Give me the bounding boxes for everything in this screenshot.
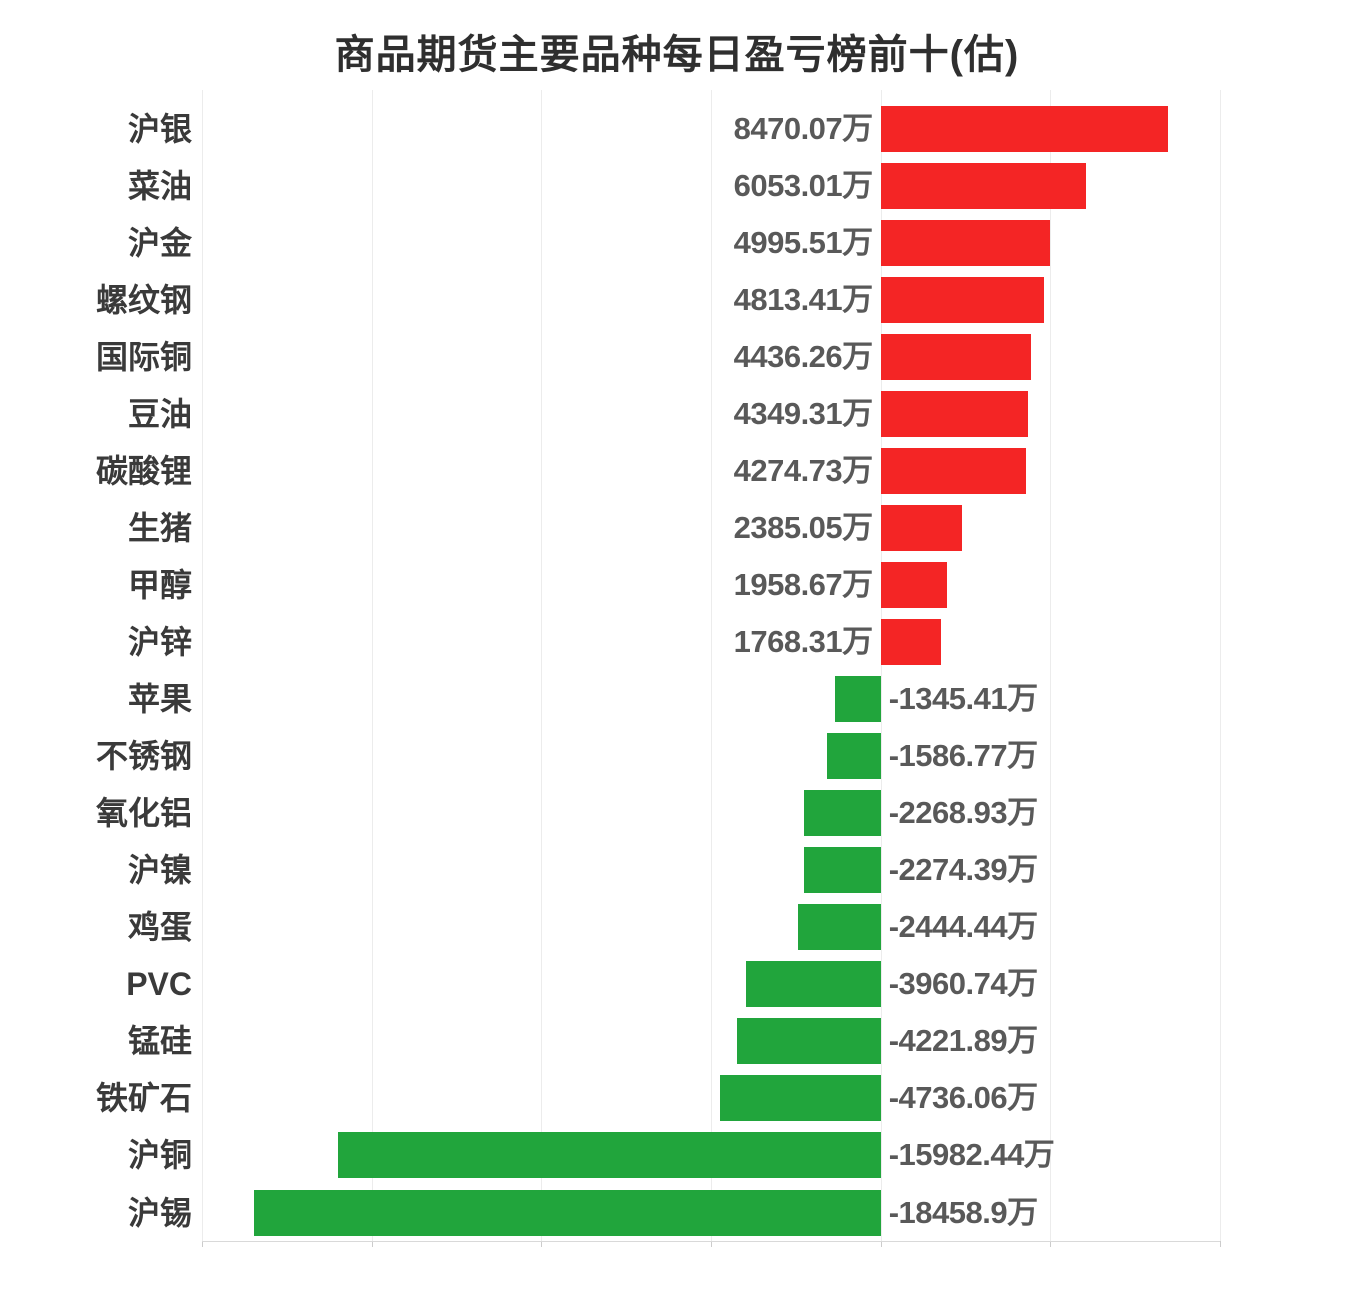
gridline — [371, 90, 373, 1241]
value-label: 4436.26万 — [733, 338, 874, 374]
category-label: PVC — [126, 966, 192, 1003]
gridline — [711, 90, 712, 1241]
bar[interactable] — [880, 276, 1044, 323]
category-label: 生猪 — [127, 509, 192, 546]
x-axis-line — [202, 1241, 1220, 1242]
bar[interactable] — [826, 733, 881, 780]
category-label: 沪锡 — [127, 1194, 192, 1231]
bar[interactable] — [880, 390, 1029, 437]
category-label: 铁矿石 — [95, 1080, 192, 1117]
category-label: 沪铜 — [127, 1137, 192, 1174]
bar[interactable] — [803, 847, 881, 894]
value-label: -1345.41万 — [888, 681, 1038, 716]
axis-tick — [1220, 1241, 1221, 1247]
axis-tick — [1050, 1241, 1052, 1247]
value-label: -2444.44万 — [888, 909, 1038, 945]
value-label: -4221.89万 — [888, 1023, 1038, 1059]
value-label: -4736.06万 — [888, 1080, 1038, 1116]
category-label: 豆油 — [127, 395, 192, 432]
bar[interactable] — [880, 219, 1051, 266]
bar[interactable] — [880, 619, 941, 665]
bar[interactable] — [720, 1075, 881, 1122]
axis-tick — [371, 1241, 373, 1247]
value-label: 4995.51万 — [733, 224, 874, 260]
value-label: -1586.77万 — [888, 738, 1038, 774]
value-label: 8470.07万 — [733, 110, 874, 146]
value-label: 1958.67万 — [733, 566, 874, 602]
bar[interactable] — [880, 105, 1169, 152]
chart-title: 商品期货主要品种每日盈亏榜前十(估) — [334, 33, 1020, 77]
bar[interactable] — [880, 504, 962, 551]
value-label: -2268.93万 — [888, 795, 1038, 831]
axis-tick — [202, 1241, 203, 1247]
axis-tick — [711, 1241, 712, 1247]
gridline — [541, 90, 543, 1241]
category-label: 沪锌 — [127, 624, 192, 660]
bar[interactable] — [746, 961, 881, 1008]
value-label: 4274.73万 — [733, 452, 874, 488]
gridline — [880, 90, 882, 1241]
axis-tick — [880, 1241, 882, 1247]
bar[interactable] — [737, 1018, 881, 1065]
value-label: 1768.31万 — [733, 624, 874, 659]
value-label: -15982.44万 — [888, 1137, 1055, 1173]
category-label: 螺纹钢 — [95, 281, 192, 318]
category-label: 甲醇 — [127, 566, 192, 603]
gridline — [1050, 90, 1052, 1241]
bar[interactable] — [880, 561, 948, 608]
bar[interactable] — [797, 904, 881, 951]
category-label: 不锈钢 — [95, 738, 192, 775]
value-label: 2385.05万 — [733, 509, 874, 545]
value-label: -3960.74万 — [888, 966, 1038, 1002]
value-label: -2274.39万 — [888, 852, 1038, 888]
category-label: 沪银 — [127, 110, 192, 147]
category-label: 鸡蛋 — [127, 909, 192, 946]
bar[interactable] — [880, 333, 1032, 380]
category-label: 国际铜 — [95, 338, 192, 375]
category-label: 碳酸锂 — [95, 452, 192, 489]
gridline — [202, 90, 203, 1241]
bar[interactable] — [880, 162, 1087, 209]
value-label: 4813.41万 — [733, 281, 874, 317]
category-label: 菜油 — [127, 167, 192, 204]
bar[interactable] — [835, 676, 881, 722]
bar[interactable] — [803, 790, 881, 837]
category-label: 氧化铝 — [95, 795, 192, 832]
category-label: 沪镍 — [127, 852, 192, 889]
value-label: 6053.01万 — [733, 167, 874, 203]
category-label: 苹果 — [127, 681, 192, 717]
bar[interactable] — [338, 1132, 881, 1179]
bar[interactable] — [880, 447, 1026, 494]
category-label: 锰硅 — [127, 1023, 192, 1060]
bar[interactable] — [254, 1189, 881, 1236]
category-label: 沪金 — [127, 224, 192, 261]
axis-tick — [541, 1241, 543, 1247]
value-label: 4349.31万 — [733, 395, 874, 431]
gridline — [1220, 90, 1221, 1241]
value-label: -18458.9万 — [888, 1194, 1038, 1230]
